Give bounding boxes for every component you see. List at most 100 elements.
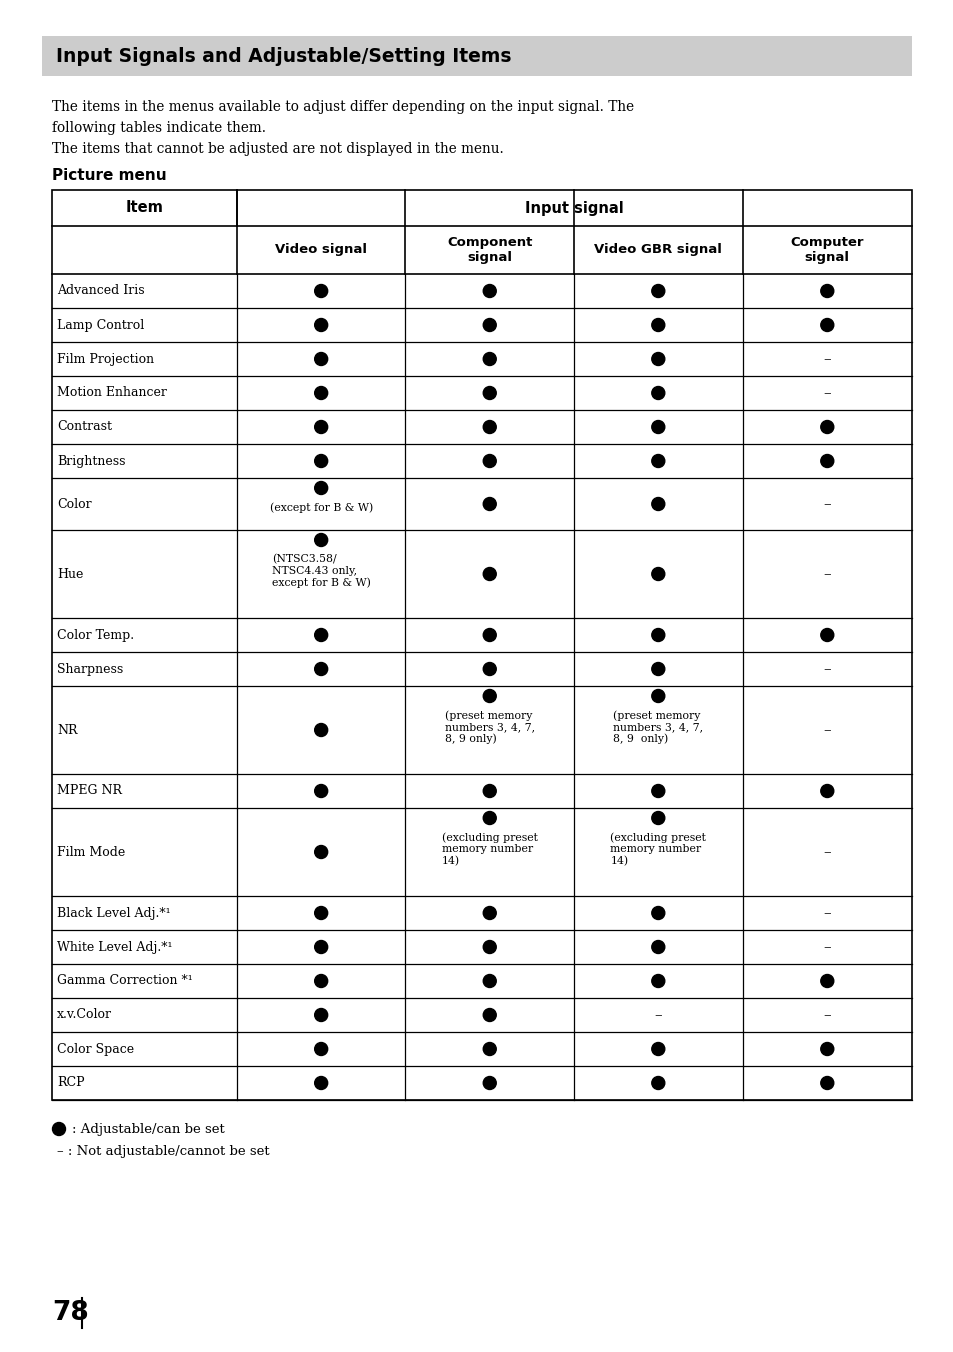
Text: RCP: RCP xyxy=(57,1076,85,1090)
Circle shape xyxy=(651,811,664,825)
Text: Black Level Adj.*¹: Black Level Adj.*¹ xyxy=(57,906,171,919)
Circle shape xyxy=(483,811,496,825)
Circle shape xyxy=(314,629,327,641)
Text: Color: Color xyxy=(57,498,91,511)
Circle shape xyxy=(820,975,833,987)
Circle shape xyxy=(820,1042,833,1056)
Circle shape xyxy=(314,845,327,859)
Text: NR: NR xyxy=(57,723,77,737)
Text: The items in the menus available to adjust differ depending on the input signal.: The items in the menus available to adju… xyxy=(52,100,634,114)
Circle shape xyxy=(651,284,664,297)
Text: (excluding preset
memory number
14): (excluding preset memory number 14) xyxy=(441,831,537,867)
Text: –: – xyxy=(822,1009,830,1022)
Text: –: – xyxy=(822,940,830,955)
Circle shape xyxy=(483,1076,496,1090)
Circle shape xyxy=(651,498,664,511)
Circle shape xyxy=(483,568,496,580)
Circle shape xyxy=(483,353,496,365)
Text: Gamma Correction *¹: Gamma Correction *¹ xyxy=(57,975,193,987)
Text: Input Signals and Adjustable/Setting Items: Input Signals and Adjustable/Setting Ite… xyxy=(56,46,511,65)
Circle shape xyxy=(483,454,496,468)
Circle shape xyxy=(314,387,327,399)
Text: White Level Adj.*¹: White Level Adj.*¹ xyxy=(57,941,172,953)
Text: (excluding preset
memory number
14): (excluding preset memory number 14) xyxy=(610,831,705,867)
Text: following tables indicate them.: following tables indicate them. xyxy=(52,120,266,135)
Circle shape xyxy=(651,568,664,580)
Text: The items that cannot be adjusted are not displayed in the menu.: The items that cannot be adjusted are no… xyxy=(52,142,503,155)
Circle shape xyxy=(483,784,496,798)
Circle shape xyxy=(651,941,664,953)
Circle shape xyxy=(483,498,496,511)
Circle shape xyxy=(651,353,664,365)
Text: –: – xyxy=(822,845,830,859)
Text: Component
signal: Component signal xyxy=(447,237,532,264)
Text: –: – xyxy=(822,906,830,919)
Circle shape xyxy=(314,534,327,546)
Circle shape xyxy=(651,906,664,919)
Text: 78: 78 xyxy=(52,1301,89,1326)
Text: Contrast: Contrast xyxy=(57,420,112,434)
Circle shape xyxy=(483,906,496,919)
Circle shape xyxy=(314,319,327,331)
Circle shape xyxy=(651,690,664,703)
Text: Lamp Control: Lamp Control xyxy=(57,319,144,331)
Circle shape xyxy=(483,629,496,641)
Circle shape xyxy=(483,1042,496,1056)
Bar xyxy=(52,191,911,1101)
Circle shape xyxy=(651,975,664,987)
Text: –: – xyxy=(822,723,830,737)
Bar xyxy=(42,37,911,76)
Text: –: – xyxy=(822,387,830,400)
Text: –: – xyxy=(822,352,830,366)
Circle shape xyxy=(314,353,327,365)
Text: – : Not adjustable/cannot be set: – : Not adjustable/cannot be set xyxy=(57,1145,270,1157)
Circle shape xyxy=(314,1042,327,1056)
Text: Video GBR signal: Video GBR signal xyxy=(594,243,721,257)
Circle shape xyxy=(483,387,496,399)
Circle shape xyxy=(314,420,327,434)
Text: –: – xyxy=(822,566,830,581)
Circle shape xyxy=(651,629,664,641)
Circle shape xyxy=(483,1009,496,1022)
Circle shape xyxy=(314,662,327,676)
Text: (preset memory
numbers 3, 4, 7,
8, 9  only): (preset memory numbers 3, 4, 7, 8, 9 onl… xyxy=(613,710,702,745)
Circle shape xyxy=(820,284,833,297)
Text: Video signal: Video signal xyxy=(274,243,367,257)
Circle shape xyxy=(651,1076,664,1090)
Circle shape xyxy=(52,1122,66,1136)
Circle shape xyxy=(314,284,327,297)
Text: Brightness: Brightness xyxy=(57,454,126,468)
Text: Sharpness: Sharpness xyxy=(57,662,123,676)
Circle shape xyxy=(483,941,496,953)
Text: –: – xyxy=(822,498,830,511)
Text: Film Projection: Film Projection xyxy=(57,353,154,365)
Circle shape xyxy=(314,784,327,798)
Text: –: – xyxy=(654,1009,661,1022)
Circle shape xyxy=(820,784,833,798)
Circle shape xyxy=(314,975,327,987)
Text: (preset memory
numbers 3, 4, 7,
8, 9 only): (preset memory numbers 3, 4, 7, 8, 9 onl… xyxy=(444,710,535,745)
Circle shape xyxy=(314,1076,327,1090)
Circle shape xyxy=(820,454,833,468)
Circle shape xyxy=(483,319,496,331)
Text: Picture menu: Picture menu xyxy=(52,168,167,183)
Circle shape xyxy=(651,454,664,468)
Circle shape xyxy=(314,941,327,953)
Text: x.v.Color: x.v.Color xyxy=(57,1009,112,1022)
Circle shape xyxy=(483,420,496,434)
Text: Color Temp.: Color Temp. xyxy=(57,629,134,641)
Circle shape xyxy=(651,1042,664,1056)
Circle shape xyxy=(314,723,327,737)
Text: Input signal: Input signal xyxy=(524,200,623,215)
Circle shape xyxy=(651,319,664,331)
Text: (NTSC3.58/
NTSC4.43 only,
except for B & W): (NTSC3.58/ NTSC4.43 only, except for B &… xyxy=(272,554,370,588)
Circle shape xyxy=(820,1076,833,1090)
Circle shape xyxy=(820,319,833,331)
Text: Color Space: Color Space xyxy=(57,1042,134,1056)
Text: MPEG NR: MPEG NR xyxy=(57,784,122,798)
Text: (except for B & W): (except for B & W) xyxy=(270,502,373,512)
Text: –: – xyxy=(822,662,830,676)
Circle shape xyxy=(651,420,664,434)
Text: Item: Item xyxy=(126,200,163,215)
Text: Film Mode: Film Mode xyxy=(57,845,125,859)
